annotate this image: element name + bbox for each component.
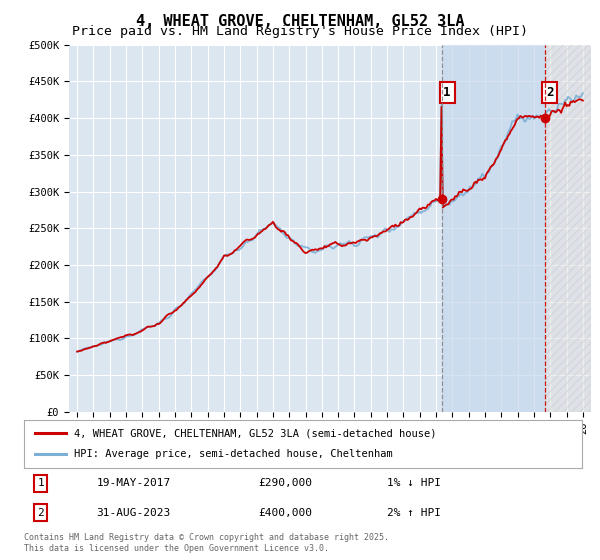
Text: 2: 2 — [37, 508, 44, 518]
Text: £290,000: £290,000 — [259, 478, 313, 488]
Text: 2% ↑ HPI: 2% ↑ HPI — [387, 508, 440, 518]
Text: 19-MAY-2017: 19-MAY-2017 — [97, 478, 171, 488]
Text: 4, WHEAT GROVE, CHELTENHAM, GL52 3LA (semi-detached house): 4, WHEAT GROVE, CHELTENHAM, GL52 3LA (se… — [74, 428, 437, 438]
Text: £400,000: £400,000 — [259, 508, 313, 518]
Text: Contains HM Land Registry data © Crown copyright and database right 2025.
This d: Contains HM Land Registry data © Crown c… — [24, 533, 389, 553]
Text: Price paid vs. HM Land Registry's House Price Index (HPI): Price paid vs. HM Land Registry's House … — [72, 25, 528, 38]
Text: 1% ↓ HPI: 1% ↓ HPI — [387, 478, 440, 488]
Bar — [442, 45, 545, 412]
Text: 1: 1 — [443, 86, 451, 99]
Text: 31-AUG-2023: 31-AUG-2023 — [97, 508, 171, 518]
Bar — [545, 45, 591, 412]
Text: 4, WHEAT GROVE, CHELTENHAM, GL52 3LA: 4, WHEAT GROVE, CHELTENHAM, GL52 3LA — [136, 14, 464, 29]
Text: 1: 1 — [37, 478, 44, 488]
Text: HPI: Average price, semi-detached house, Cheltenham: HPI: Average price, semi-detached house,… — [74, 449, 393, 459]
Text: 2: 2 — [546, 86, 553, 99]
